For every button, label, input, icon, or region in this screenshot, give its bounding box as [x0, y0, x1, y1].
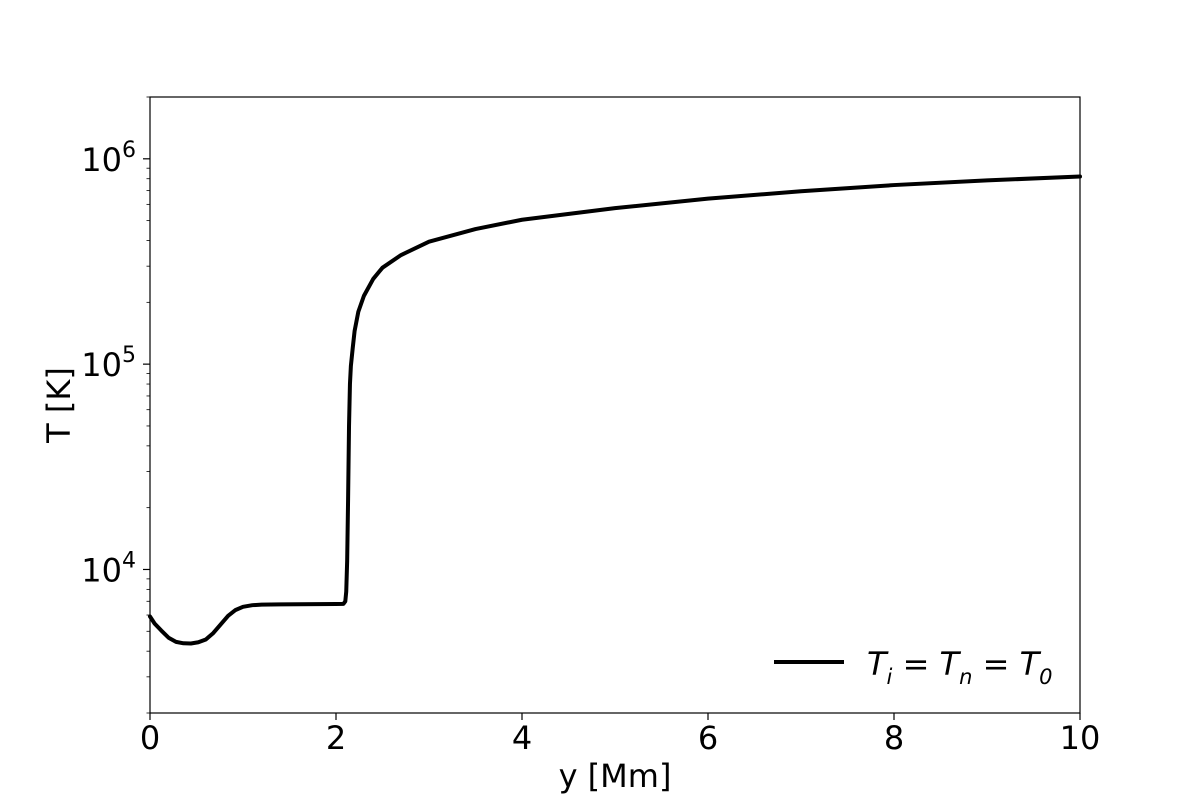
plot-area — [149, 96, 1081, 714]
y-tick-labels: 104 105 106 — [81, 138, 136, 590]
x-tick-label: 8 — [884, 719, 904, 757]
y-tick-label: 106 — [81, 138, 136, 179]
x-tick-label: 0 — [140, 719, 160, 757]
x-tick-label: 2 — [326, 719, 346, 757]
series-line-T0 — [148, 174, 1082, 646]
x-axis-label: y [Mm] — [559, 757, 672, 795]
legend: Ti = Tn = T0 — [774, 645, 1052, 689]
x-tick-labels: 0 2 4 6 8 10 — [140, 719, 1101, 757]
major-ticks — [143, 158, 1081, 720]
x-tick-label: 6 — [698, 719, 718, 757]
y-tick-label: 104 — [81, 548, 136, 589]
legend-entry-T0: Ti = Tn = T0 — [867, 645, 1052, 689]
y-tick-label: 105 — [81, 343, 136, 384]
y-axis-label: T [K] — [40, 367, 78, 444]
x-tick-label: 4 — [512, 719, 532, 757]
x-tick-label: 10 — [1060, 719, 1101, 757]
